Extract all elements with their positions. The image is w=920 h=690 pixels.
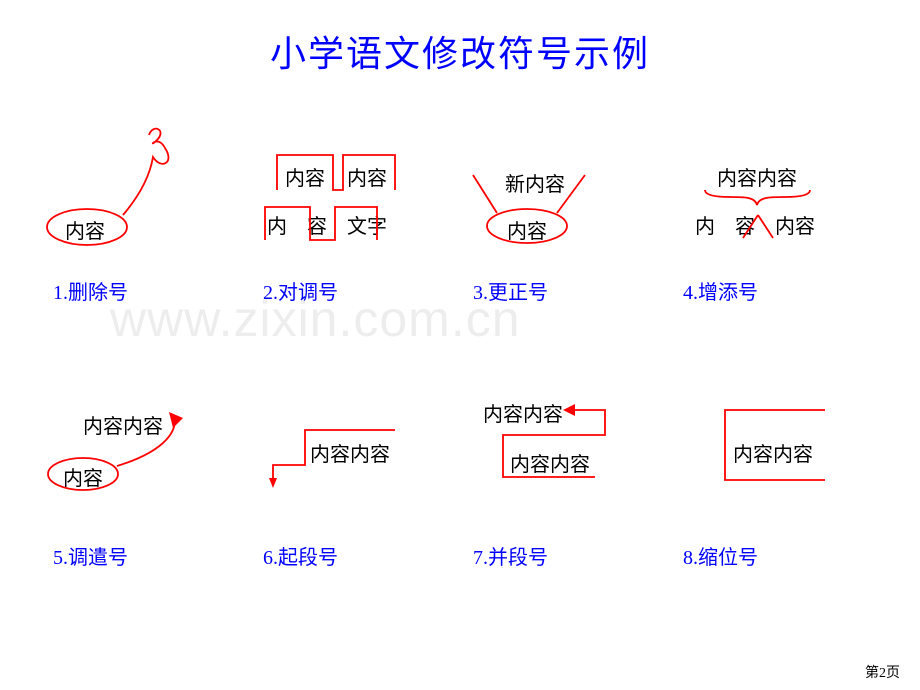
sample-text: 内容内容 (483, 398, 563, 427)
caption: 8.缩位号 (683, 541, 758, 570)
page-title: 小学语文修改符号示例 (0, 25, 920, 77)
cell-2-swap: 内容 内容 内 容 文字 2.对调号 (255, 115, 465, 305)
page-number: 第2页 (865, 662, 900, 682)
cell-6-newpara: 内容内容 6.起段号 (255, 380, 465, 570)
cell-4-insert: 内容内容 内 容 内容 4.增添号 (675, 115, 885, 305)
sample-text: 内容内容 (733, 438, 813, 467)
caption: 6.起段号 (263, 541, 338, 570)
cell-1-delete: 内容 1.删除号 (45, 115, 255, 305)
caption: 5.调遣号 (53, 541, 128, 570)
sample-text: 内容内容 (717, 162, 797, 191)
sample-text: 内容内容 (83, 410, 163, 439)
sample-text: 内容 (507, 215, 547, 244)
sample-text: 内容 (285, 162, 325, 191)
delete-mark-icon (45, 115, 255, 285)
sample-text: 内 容 内容 (695, 210, 835, 239)
cell-8-indent: 内容内容 8.缩位号 (675, 380, 885, 570)
caption: 7.并段号 (473, 541, 548, 570)
caption: 3.更正号 (473, 276, 548, 305)
caption: 2.对调号 (263, 276, 338, 305)
sample-text: 内容内容 (310, 438, 390, 467)
insert-mark-icon (675, 115, 885, 285)
sample-text: 新内容 (505, 168, 565, 197)
sample-text: 内容 (65, 215, 105, 244)
cell-3-correct: 新内容 内容 3.更正号 (465, 115, 675, 305)
cell-7-joinpara: 内容内容 内容内容 7.并段号 (465, 380, 675, 570)
caption: 1.删除号 (53, 276, 128, 305)
sample-text: 内容 (63, 462, 103, 491)
sample-text: 内容 (347, 162, 387, 191)
cell-5-move: 内容内容 内容 5.调遣号 (45, 380, 255, 570)
correct-mark-icon (465, 115, 675, 285)
caption: 4.增添号 (683, 276, 758, 305)
sample-text: 内 容 文字 (267, 210, 407, 239)
sample-text: 内容内容 (510, 448, 590, 477)
swap-mark-icon (255, 115, 465, 285)
